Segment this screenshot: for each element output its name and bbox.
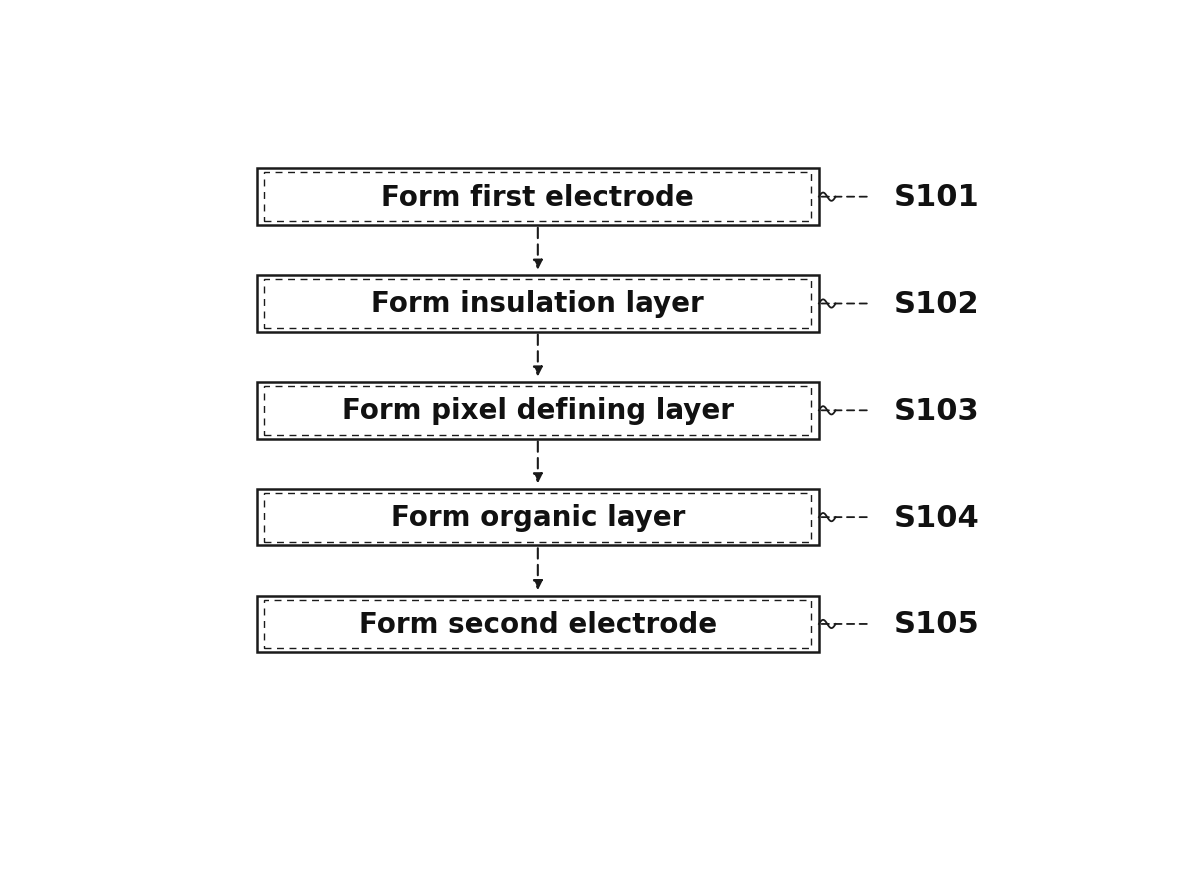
Bar [257, 383, 819, 439]
Bar [257, 489, 819, 545]
Bar [264, 280, 812, 328]
Bar [257, 276, 819, 333]
Text: S102: S102 [893, 290, 978, 318]
Text: S105: S105 [893, 610, 980, 638]
Text: Form second electrode: Form second electrode [359, 611, 717, 638]
Bar [257, 596, 819, 653]
Bar [264, 600, 812, 649]
Bar [264, 173, 812, 222]
Text: Form pixel defining layer: Form pixel defining layer [342, 397, 734, 425]
Text: Form organic layer: Form organic layer [391, 503, 685, 532]
Text: S103: S103 [893, 396, 978, 426]
Text: Form insulation layer: Form insulation layer [372, 291, 704, 318]
Text: Form first electrode: Form first electrode [381, 183, 694, 212]
Text: S101: S101 [893, 183, 980, 212]
Bar [257, 169, 819, 225]
Bar [264, 386, 812, 435]
Text: S104: S104 [893, 503, 980, 532]
Bar [264, 493, 812, 542]
